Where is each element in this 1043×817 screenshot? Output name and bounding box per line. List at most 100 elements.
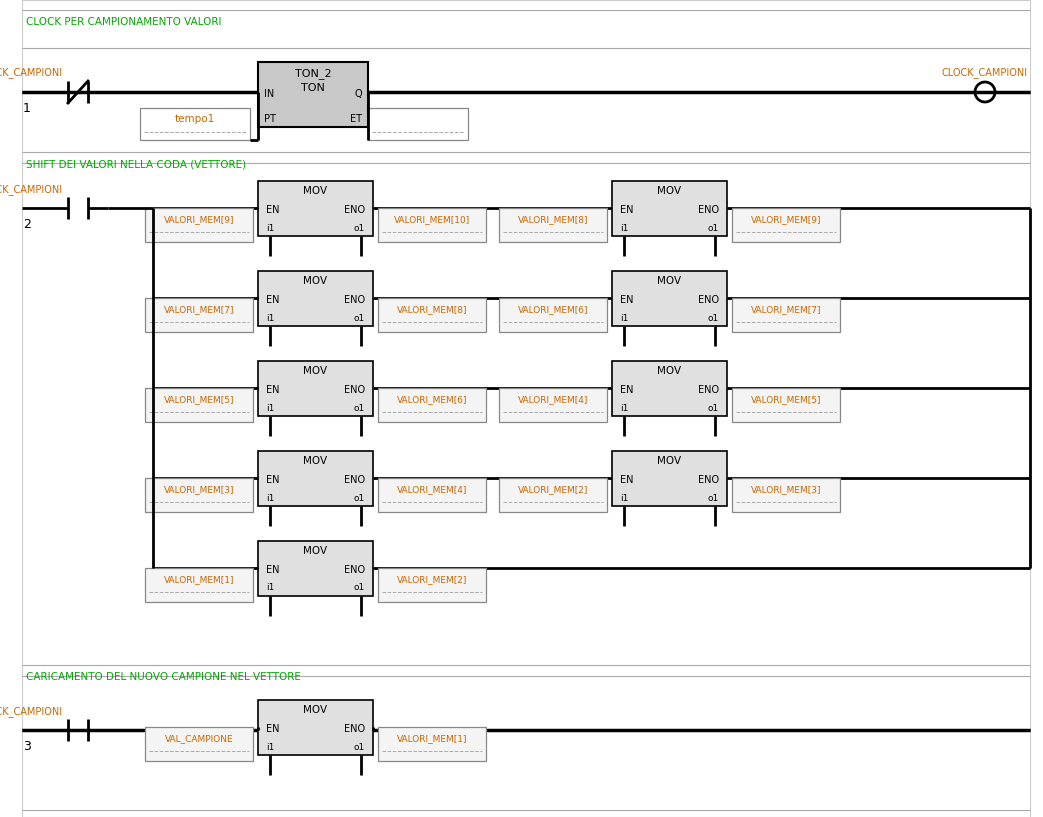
Text: o1: o1 [708,404,719,413]
Text: EN: EN [266,724,280,734]
Text: ENO: ENO [344,475,365,485]
Text: IN: IN [264,89,274,99]
Bar [145,298,253,332]
Text: o1: o1 [354,743,365,752]
Bar [612,271,727,326]
Bar [140,108,250,140]
Text: EN: EN [266,475,280,485]
Text: tempo1: tempo1 [175,114,215,124]
Text: TON: TON [301,83,325,93]
Text: o1: o1 [708,224,719,233]
Bar [499,298,607,332]
Text: VALORI_MEM[9]: VALORI_MEM[9] [164,216,235,225]
Text: VALORI_MEM[6]: VALORI_MEM[6] [396,395,467,404]
Text: VALORI_MEM[10]: VALORI_MEM[10] [394,216,470,225]
Bar [732,208,840,242]
Bar [258,271,373,326]
Text: MOV: MOV [657,366,681,376]
Bar [612,451,727,506]
Text: ENO: ENO [698,475,719,485]
Bar [378,298,486,332]
Text: MOV: MOV [304,705,328,715]
Bar [368,108,468,140]
Text: VALORI_MEM[5]: VALORI_MEM[5] [164,395,235,404]
Text: i1: i1 [620,404,628,413]
Text: 1: 1 [23,101,31,114]
Bar [732,478,840,512]
Text: o1: o1 [354,583,365,592]
Text: Q: Q [355,89,362,99]
Text: ENO: ENO [344,565,365,575]
Text: VALORI_MEM[1]: VALORI_MEM[1] [396,734,467,743]
Text: VALORI_MEM[2]: VALORI_MEM[2] [396,575,467,584]
Text: VALORI_MEM[5]: VALORI_MEM[5] [751,395,821,404]
Text: EN: EN [266,565,280,575]
Text: i1: i1 [266,314,274,323]
Text: 3: 3 [23,739,31,752]
Text: VAL_CAMPIONE: VAL_CAMPIONE [165,734,234,743]
Text: i1: i1 [266,404,274,413]
Text: EN: EN [266,205,280,215]
Text: MOV: MOV [304,546,328,556]
Text: i1: i1 [620,493,628,502]
Bar [378,727,486,761]
Text: VALORI_MEM[9]: VALORI_MEM[9] [751,216,821,225]
Text: EN: EN [620,205,633,215]
Bar [258,62,368,127]
Text: VALORI_MEM[8]: VALORI_MEM[8] [517,216,588,225]
Text: VALORI_MEM[4]: VALORI_MEM[4] [517,395,588,404]
Bar [258,700,373,755]
Text: o1: o1 [354,314,365,323]
Text: MOV: MOV [657,186,681,196]
Text: i1: i1 [266,743,274,752]
Text: i1: i1 [620,224,628,233]
Text: VALORI_MEM[6]: VALORI_MEM[6] [517,306,588,315]
Bar [499,388,607,422]
Bar [612,181,727,236]
Bar [145,568,253,602]
Text: ENO: ENO [698,295,719,305]
Text: EN: EN [620,295,633,305]
Text: ET: ET [350,114,362,124]
Text: EN: EN [266,385,280,395]
Bar [145,478,253,512]
Text: MOV: MOV [657,456,681,466]
Text: VALORI_MEM[4]: VALORI_MEM[4] [396,485,467,494]
Text: VALORI_MEM[7]: VALORI_MEM[7] [751,306,821,315]
Bar [258,541,373,596]
Text: o1: o1 [354,404,365,413]
Bar [732,388,840,422]
Text: CLOCK PER CAMPIONAMENTO VALORI: CLOCK PER CAMPIONAMENTO VALORI [26,17,221,27]
Text: EN: EN [620,385,633,395]
Text: ENO: ENO [698,205,719,215]
Bar [258,181,373,236]
Text: SHIFT DEI VALORI NELLA CODA (VETTORE): SHIFT DEI VALORI NELLA CODA (VETTORE) [26,159,246,169]
Text: VALORI_MEM[3]: VALORI_MEM[3] [751,485,821,494]
Text: EN: EN [266,295,280,305]
Bar [258,361,373,416]
Text: i1: i1 [266,493,274,502]
Text: VALORI_MEM[8]: VALORI_MEM[8] [396,306,467,315]
Text: ENO: ENO [344,385,365,395]
Bar [378,208,486,242]
Bar [732,298,840,332]
Text: VALORI_MEM[2]: VALORI_MEM[2] [517,485,588,494]
Text: o1: o1 [354,493,365,502]
Text: MOV: MOV [304,276,328,286]
Text: ENO: ENO [698,385,719,395]
Text: VALORI_MEM[1]: VALORI_MEM[1] [164,575,235,584]
Bar [145,727,253,761]
Text: i1: i1 [266,583,274,592]
Text: o1: o1 [354,224,365,233]
Text: CLOCK_CAMPIONI: CLOCK_CAMPIONI [942,68,1028,78]
Text: o1: o1 [708,493,719,502]
Text: MOV: MOV [304,456,328,466]
Bar [499,208,607,242]
Bar [378,388,486,422]
Bar [258,451,373,506]
Text: VALORI_MEM[7]: VALORI_MEM[7] [164,306,235,315]
Text: MOV: MOV [657,276,681,286]
Text: CLOCK_CAMPIONI: CLOCK_CAMPIONI [0,185,63,195]
Text: MOV: MOV [304,186,328,196]
Text: i1: i1 [620,314,628,323]
